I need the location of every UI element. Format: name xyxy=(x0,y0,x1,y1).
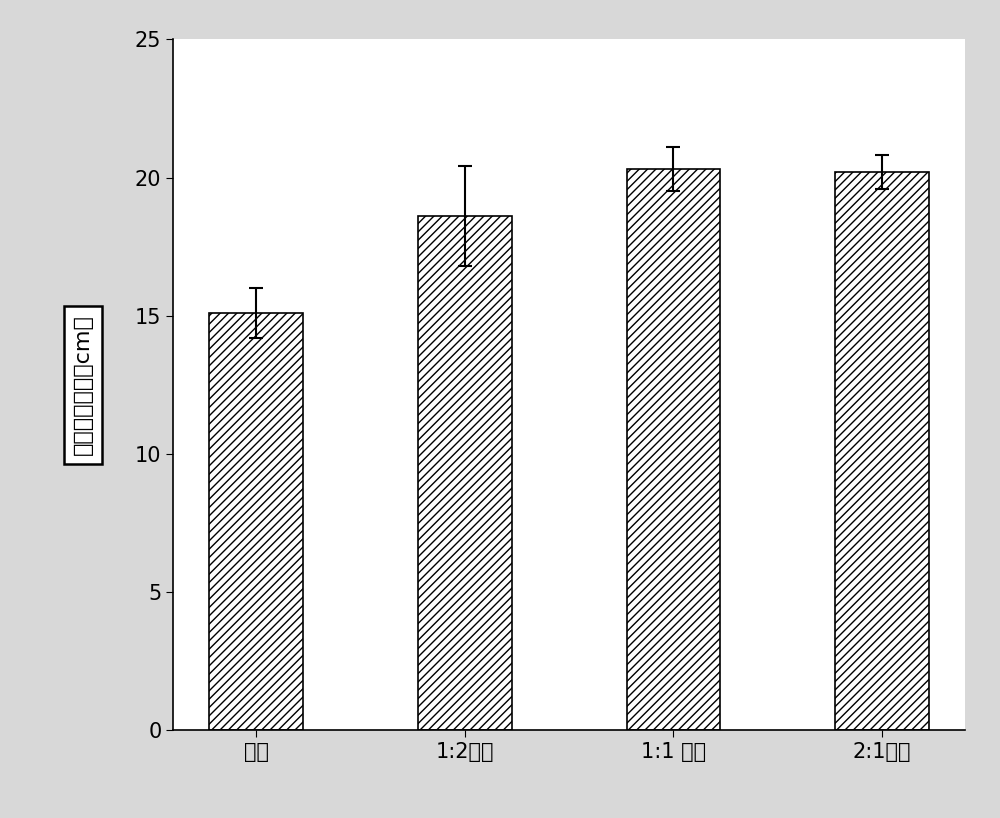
Bar xyxy=(835,172,929,730)
Bar xyxy=(627,169,720,730)
Bar xyxy=(418,216,512,730)
Bar xyxy=(209,313,303,730)
Text: 幼芽平均长度（cm）: 幼芽平均长度（cm） xyxy=(73,314,93,456)
